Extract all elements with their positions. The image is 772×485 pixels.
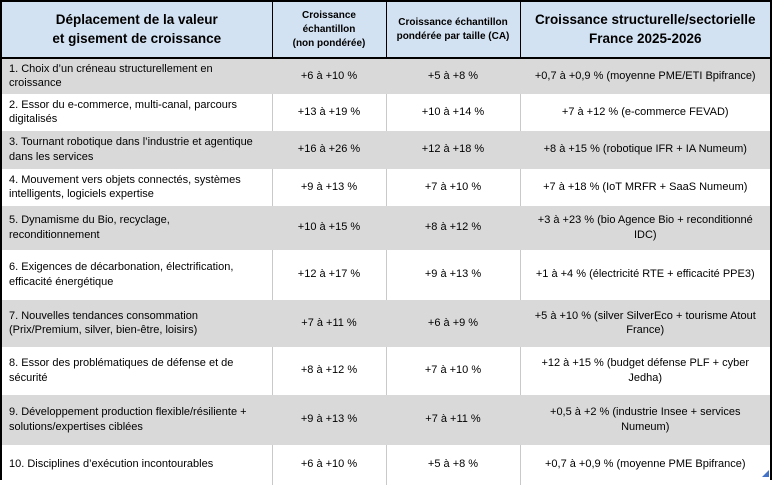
cell-structural-growth: +0,5 à +2 % (industrie Insee + services … (520, 394, 770, 445)
table-row: 8. Essor des problématiques de défense e… (2, 346, 770, 395)
cell-structural-growth: +7 à +18 % (IoT MRFR + SaaS Numeum) (520, 168, 770, 206)
table-row: 9. Développement production flexible/rés… (2, 394, 770, 445)
cell-growth-unweighted: +13 à +19 % (272, 93, 387, 131)
cell-structural-growth: +0,7 à +0,9 % (moyenne PME/ETI Bpifrance… (520, 58, 770, 94)
cell-growth-weighted: +7 à +10 % (386, 346, 521, 395)
cell-growth-unweighted: +8 à +12 % (272, 346, 387, 395)
cell-topic: 7. Nouvelles tendances consommation (Pri… (2, 299, 273, 347)
table-row: 3. Tournant robotique dans l’industrie e… (2, 130, 770, 169)
cell-growth-weighted: +5 à +8 % (386, 444, 521, 485)
table-row: 6. Exigences de décarbonation, électrifi… (2, 249, 770, 300)
cell-structural-growth: +7 à +12 % (e-commerce FEVAD) (520, 93, 770, 131)
cell-growth-weighted: +7 à +10 % (386, 168, 521, 206)
cell-growth-weighted: +8 à +12 % (386, 205, 521, 250)
column-header-sample-growth-weighted: Croissance échantillon pondérée par tail… (386, 2, 521, 59)
cell-growth-unweighted: +16 à +26 % (272, 130, 387, 169)
header-line: Croissance échantillon (398, 16, 508, 28)
cell-growth-weighted: +5 à +8 % (386, 58, 521, 94)
header-line: Déplacement de la valeur (55, 12, 218, 28)
cell-structural-growth: +5 à +10 % (silver SilverEco + tourisme … (520, 299, 770, 347)
cell-growth-unweighted: +6 à +10 % (272, 444, 387, 485)
cell-topic: 4. Mouvement vers objets connectés, syst… (2, 168, 273, 206)
cell-growth-weighted: +10 à +14 % (386, 93, 521, 131)
table-row: 10. Disciplines d’exécution incontourabl… (2, 444, 770, 485)
table-row: 1. Choix d’un créneau structurellement e… (2, 58, 770, 94)
table-row: 5. Dynamisme du Bio, recyclage, recondit… (2, 205, 770, 250)
header-line: France 2025-2026 (588, 30, 702, 46)
cell-topic: 3. Tournant robotique dans l’industrie e… (2, 130, 273, 169)
header-line: Croissance structurelle/sectorielle (534, 12, 756, 28)
cell-topic: 8. Essor des problématiques de défense e… (2, 346, 273, 395)
cell-structural-growth: +12 à +15 % (budget défense PLF + cyber … (520, 346, 770, 395)
cell-topic: 5. Dynamisme du Bio, recyclage, recondit… (2, 205, 273, 250)
cell-structural-growth: +8 à +15 % (robotique IFR + IA Numeum) (520, 130, 770, 169)
column-header-value-shift: Déplacement de la valeur et gisement de … (2, 2, 273, 59)
cell-growth-unweighted: +9 à +13 % (272, 168, 387, 206)
cell-growth-weighted: +7 à +11 % (386, 394, 521, 445)
cell-topic: 6. Exigences de décarbonation, électrifi… (2, 249, 273, 300)
table-row: 7. Nouvelles tendances consommation (Pri… (2, 299, 770, 347)
cell-growth-weighted: +6 à +9 % (386, 299, 521, 347)
column-header-sample-growth-unweighted: Croissance échantillon (non pondérée) (272, 2, 387, 59)
cell-topic: 9. Développement production flexible/rés… (2, 394, 273, 445)
cell-growth-unweighted: +10 à +15 % (272, 205, 387, 250)
header-line: Croissance échantillon (302, 9, 356, 35)
cell-growth-weighted: +12 à +18 % (386, 130, 521, 169)
table-resize-handle[interactable] (762, 470, 769, 477)
header-line: (non pondérée) (292, 37, 366, 49)
cell-growth-unweighted: +6 à +10 % (272, 58, 387, 94)
column-header-structural-growth: Croissance structurelle/sectorielle Fran… (520, 2, 770, 59)
cell-topic: 10. Disciplines d’exécution incontourabl… (2, 444, 273, 485)
table-header-row: Déplacement de la valeur et gisement de … (2, 2, 770, 59)
cell-growth-unweighted: +9 à +13 % (272, 394, 387, 445)
cell-growth-unweighted: +7 à +11 % (272, 299, 387, 347)
cell-growth-unweighted: +12 à +17 % (272, 249, 387, 300)
cell-structural-growth: +0,7 à +0,9 % (moyenne PME Bpifrance) (520, 444, 770, 485)
cell-structural-growth: +1 à +4 % (électricité RTE + efficacité … (520, 249, 770, 300)
cell-topic: 1. Choix d’un créneau structurellement e… (2, 58, 273, 94)
cell-growth-weighted: +9 à +13 % (386, 249, 521, 300)
table-row: 4. Mouvement vers objets connectés, syst… (2, 168, 770, 206)
header-line: et gisement de croissance (52, 30, 222, 46)
cell-topic: 2. Essor du e-commerce, multi-canal, par… (2, 93, 273, 131)
header-line: pondérée par taille (CA) (396, 30, 510, 42)
cell-structural-growth: +3 à +23 % (bio Agence Bio + recondition… (520, 205, 770, 250)
table-row: 2. Essor du e-commerce, multi-canal, par… (2, 93, 770, 131)
